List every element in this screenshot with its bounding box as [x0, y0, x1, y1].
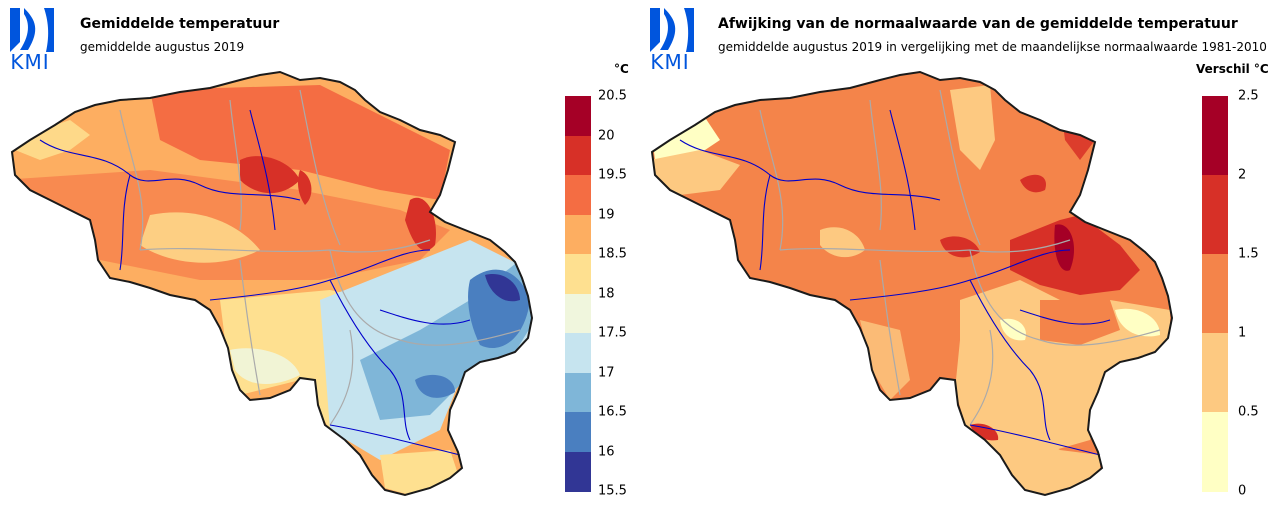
- legend-tick-label: 18.5: [598, 246, 627, 262]
- river-network: [39, 109, 471, 456]
- map-title: Afwijking van de normaalwaarde van de ge…: [718, 16, 1238, 32]
- province-borders: [119, 89, 521, 426]
- kmi-logo-mark: [650, 8, 694, 52]
- anomaly-map: [650, 70, 1174, 497]
- legend-tick-label: 2: [1238, 167, 1247, 183]
- legend-tick-label: 16.5: [598, 404, 627, 420]
- legend-tick-label: 18: [598, 286, 615, 301]
- legend-unit: °C: [614, 62, 629, 76]
- legend-tick-label: 20.5: [598, 88, 627, 104]
- map-title: Gemiddelde temperatuur: [80, 16, 280, 32]
- legend-tick-label: 0: [1238, 483, 1247, 499]
- legend-color-box: [565, 412, 591, 452]
- legend-unit: Verschil °C: [1196, 62, 1269, 76]
- legend-color-box: [1202, 175, 1228, 255]
- legend-tick-label: 1: [1238, 325, 1247, 341]
- legend-tick-label: 0.5: [1238, 404, 1259, 420]
- temperature-legend-bar: [565, 96, 591, 492]
- legend-color-box: [1202, 96, 1228, 176]
- kmi-logo-text: KMI: [10, 50, 50, 74]
- legend-color-box: [565, 96, 591, 136]
- kmi-logo-text: KMI: [650, 50, 690, 74]
- map-subtitle: gemiddelde augustus 2019 in vergelijking…: [718, 40, 1267, 54]
- legend-color-box: [565, 175, 591, 215]
- legend-color-box: [565, 372, 591, 413]
- legend-color-box: [1202, 333, 1228, 413]
- kmi-logo-mark: [10, 8, 54, 52]
- legend-color-box: [565, 214, 591, 255]
- legend-tick-label: 16: [598, 444, 615, 459]
- temperature-map: [10, 70, 534, 497]
- province-borders: [759, 89, 1161, 426]
- legend-color-box: [565, 293, 591, 334]
- legend-color-box: [1202, 254, 1228, 334]
- legend-tick-label: 19: [598, 207, 615, 222]
- legend-color-box: [565, 135, 591, 176]
- legend-color-box: [1202, 412, 1228, 492]
- kmi-logo: [646, 4, 698, 74]
- legend-tick-label: 20: [598, 128, 615, 143]
- kmi-logo: [6, 4, 58, 74]
- legend-tick-label: 2.5: [1238, 88, 1259, 104]
- legend-tick-label: 17: [598, 365, 615, 380]
- temperature-anomaly-panel: KMI Afwijking van de normaalwaarde van d…: [640, 0, 1280, 507]
- legend-tick-label: 19.5: [598, 167, 627, 183]
- map-subtitle: gemiddelde augustus 2019: [80, 40, 245, 54]
- legend-color-box: [565, 333, 591, 373]
- legend-tick-label: 1.5: [1238, 246, 1259, 262]
- legend-tick-label: 17.5: [598, 325, 627, 341]
- legend-tick-label: 15.5: [598, 483, 627, 499]
- legend-color-box: [565, 254, 591, 294]
- river-network: [679, 109, 1111, 456]
- country-border: [10, 70, 534, 497]
- legend-color-box: [565, 451, 591, 492]
- country-border: [650, 70, 1174, 497]
- anomaly-legend-bar: [1202, 96, 1228, 492]
- mean-temperature-panel: KMI Gemiddelde temperatuur gemiddelde au…: [6, 4, 629, 499]
